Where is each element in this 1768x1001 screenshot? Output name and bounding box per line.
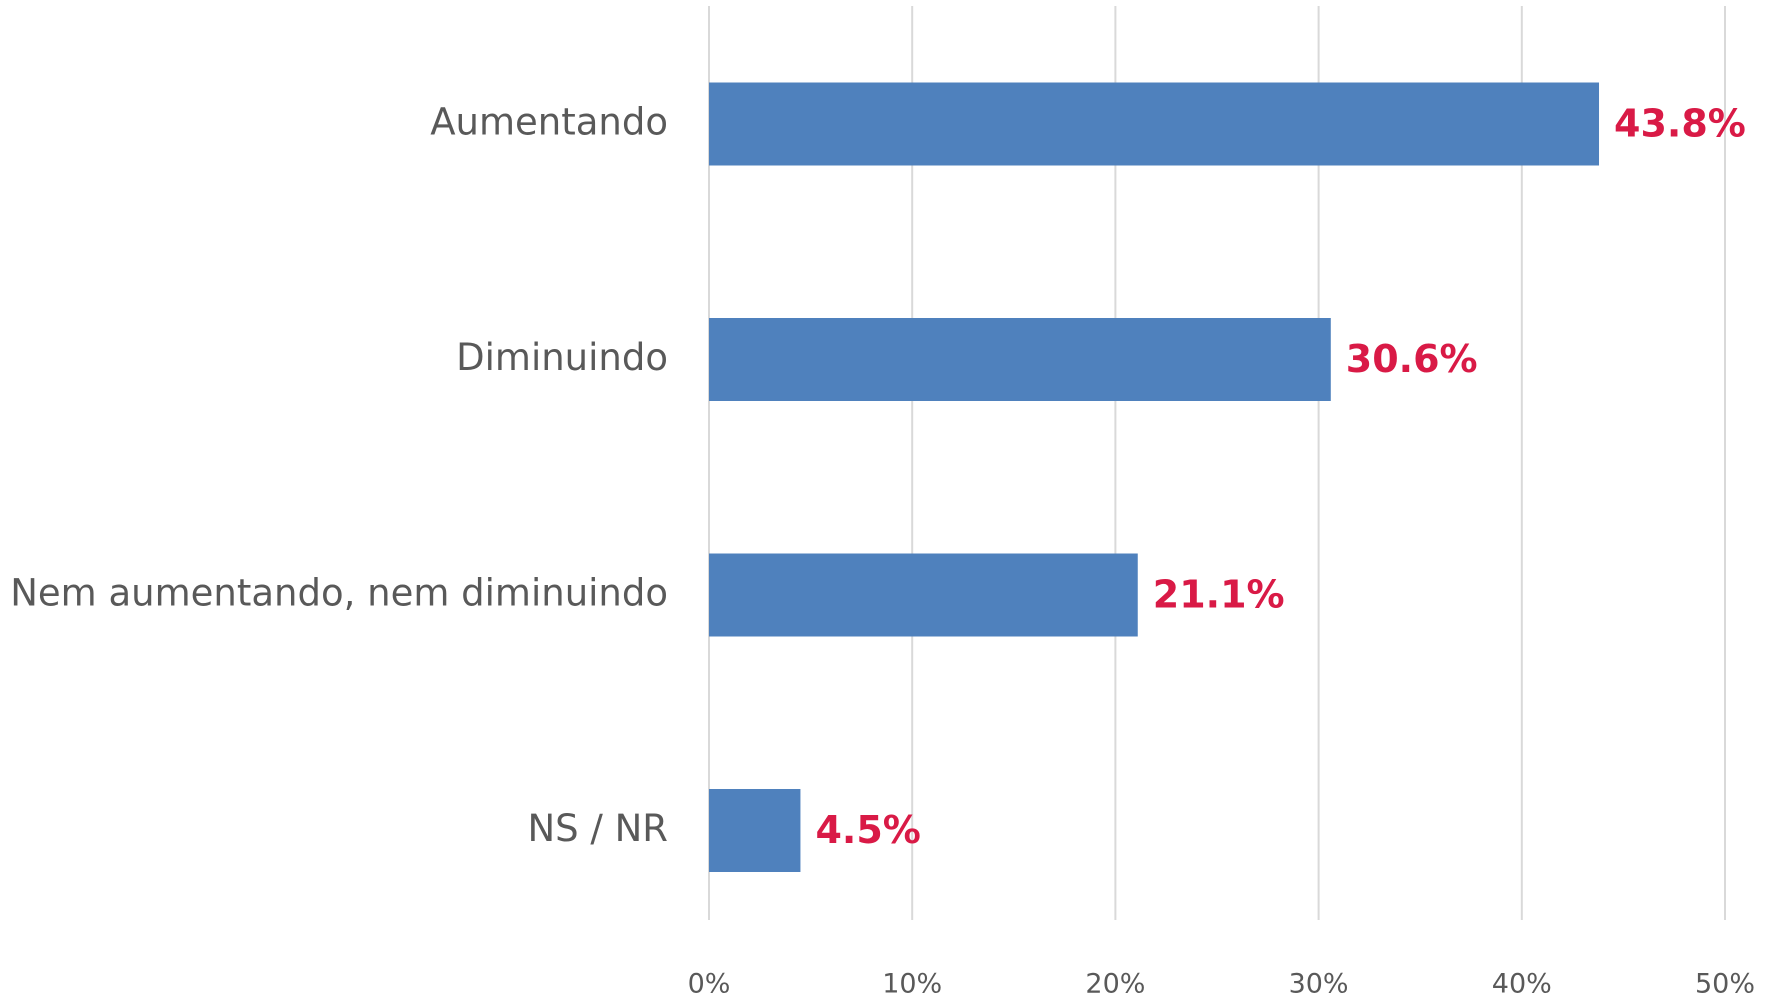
- data-label: 21.1%: [1153, 573, 1285, 617]
- x-tick-label: 50%: [1695, 969, 1755, 1000]
- category-label: NS / NR: [527, 807, 668, 850]
- bar: [709, 318, 1331, 401]
- bar: [709, 82, 1600, 166]
- category-label: Diminuindo: [456, 336, 668, 379]
- x-tick-label: 40%: [1492, 969, 1552, 1000]
- data-label: 43.8%: [1614, 102, 1746, 146]
- x-tick-label: 30%: [1289, 969, 1349, 1000]
- bar: [709, 553, 1138, 637]
- x-tick-label: 20%: [1085, 969, 1145, 1000]
- bar: [709, 789, 801, 872]
- x-tick-label: 10%: [882, 969, 942, 1000]
- category-label: Nem aumentando, nem diminuindo: [10, 572, 668, 615]
- data-label: 4.5%: [815, 808, 920, 852]
- category-label: Aumentando: [430, 101, 668, 144]
- x-tick-label: 0%: [688, 969, 731, 1000]
- data-label: 30.6%: [1346, 337, 1478, 381]
